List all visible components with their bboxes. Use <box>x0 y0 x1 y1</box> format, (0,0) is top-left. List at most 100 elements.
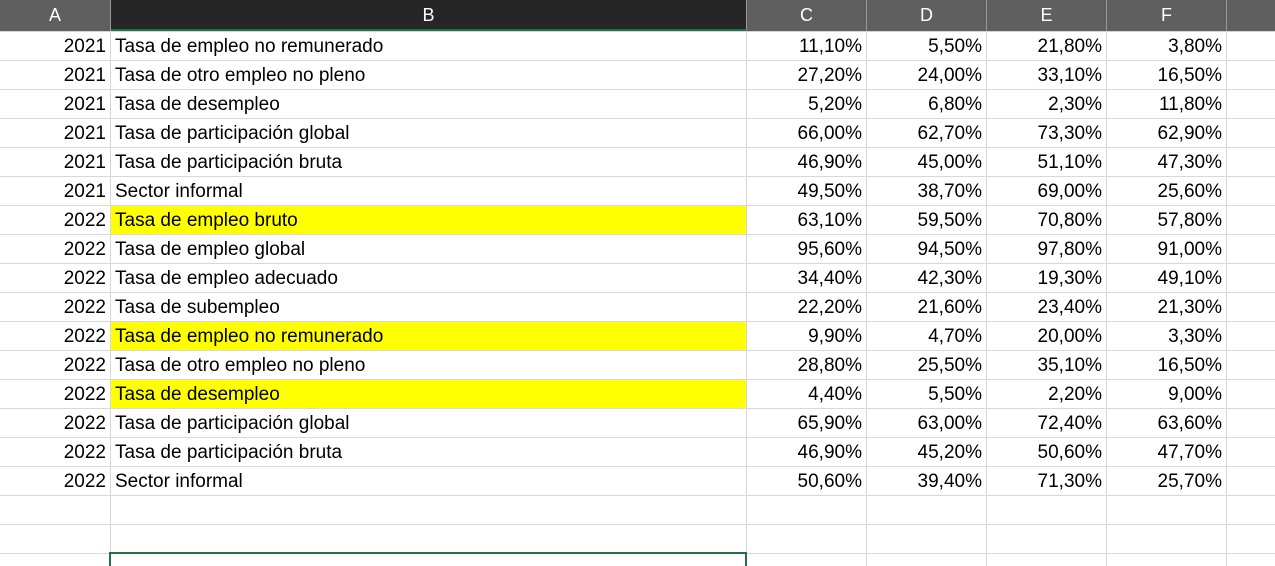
cell-g[interactable] <box>1227 61 1275 89</box>
column-header-f[interactable]: F <box>1107 0 1227 31</box>
cell-c[interactable]: 22,20% <box>747 293 867 321</box>
cell-c[interactable]: 65,90% <box>747 409 867 437</box>
cell-b[interactable]: Tasa de participación bruta <box>111 438 747 466</box>
cell-b[interactable]: Tasa de empleo adecuado <box>111 264 747 292</box>
cell-a[interactable]: 2021 <box>0 177 111 205</box>
cell-f[interactable]: 21,30% <box>1107 293 1227 321</box>
cell-b[interactable]: Tasa de desempleo <box>111 90 747 118</box>
cell-b[interactable]: Tasa de otro empleo no pleno <box>111 61 747 89</box>
cell-b[interactable] <box>111 496 747 524</box>
cell-f[interactable]: 91,00% <box>1107 235 1227 263</box>
cell-a[interactable]: 2022 <box>0 409 111 437</box>
cell-d[interactable]: 45,00% <box>867 148 987 176</box>
cell-e[interactable]: 51,10% <box>987 148 1107 176</box>
cell-a[interactable] <box>0 554 111 566</box>
cell-e[interactable]: 69,00% <box>987 177 1107 205</box>
cell-c[interactable] <box>747 525 867 553</box>
cell-g[interactable] <box>1227 380 1275 408</box>
cell-a[interactable]: 2022 <box>0 264 111 292</box>
cell-d[interactable]: 38,70% <box>867 177 987 205</box>
cell-g[interactable] <box>1227 409 1275 437</box>
cell-g[interactable] <box>1227 554 1275 566</box>
cell-c[interactable]: 28,80% <box>747 351 867 379</box>
cell-d[interactable]: 42,30% <box>867 264 987 292</box>
column-header-b[interactable]: B <box>111 0 747 31</box>
cell-f[interactable]: 57,80% <box>1107 206 1227 234</box>
cell-e[interactable]: 35,10% <box>987 351 1107 379</box>
cell-g[interactable] <box>1227 177 1275 205</box>
cell-a[interactable]: 2022 <box>0 467 111 495</box>
cell-g[interactable] <box>1227 235 1275 263</box>
cell-b[interactable]: Sector informal <box>111 467 747 495</box>
cell-a[interactable]: 2021 <box>0 119 111 147</box>
cell-b[interactable] <box>111 554 747 566</box>
cell-f[interactable]: 47,30% <box>1107 148 1227 176</box>
cell-e[interactable]: 72,40% <box>987 409 1107 437</box>
cell-f[interactable]: 63,60% <box>1107 409 1227 437</box>
cell-d[interactable]: 25,50% <box>867 351 987 379</box>
cell-e[interactable]: 23,40% <box>987 293 1107 321</box>
column-header-g[interactable] <box>1227 0 1275 31</box>
cell-g[interactable] <box>1227 467 1275 495</box>
cell-d[interactable]: 94,50% <box>867 235 987 263</box>
cell-d[interactable] <box>867 554 987 566</box>
column-header-a[interactable]: A <box>0 0 111 31</box>
cell-d[interactable]: 21,60% <box>867 293 987 321</box>
cell-a[interactable]: 2021 <box>0 32 111 60</box>
cell-c[interactable]: 49,50% <box>747 177 867 205</box>
cell-g[interactable] <box>1227 293 1275 321</box>
cell-e[interactable]: 21,80% <box>987 32 1107 60</box>
cell-b[interactable]: Tasa de empleo no remunerado <box>111 32 747 60</box>
cell-g[interactable] <box>1227 351 1275 379</box>
column-header-c[interactable]: C <box>747 0 867 31</box>
cell-d[interactable]: 4,70% <box>867 322 987 350</box>
cell-f[interactable]: 49,10% <box>1107 264 1227 292</box>
cell-f[interactable]: 16,50% <box>1107 351 1227 379</box>
cell-e[interactable] <box>987 525 1107 553</box>
cell-e[interactable]: 70,80% <box>987 206 1107 234</box>
cell-e[interactable]: 2,30% <box>987 90 1107 118</box>
cell-b[interactable]: Sector informal <box>111 177 747 205</box>
cell-c[interactable]: 95,60% <box>747 235 867 263</box>
cell-d[interactable]: 6,80% <box>867 90 987 118</box>
cell-g[interactable] <box>1227 496 1275 524</box>
cell-a[interactable] <box>0 525 111 553</box>
cell-d[interactable]: 5,50% <box>867 380 987 408</box>
cell-b[interactable]: Tasa de empleo no remunerado <box>111 322 747 350</box>
cell-d[interactable]: 24,00% <box>867 61 987 89</box>
cell-c[interactable]: 11,10% <box>747 32 867 60</box>
cell-g[interactable] <box>1227 322 1275 350</box>
cell-d[interactable]: 62,70% <box>867 119 987 147</box>
cell-f[interactable]: 47,70% <box>1107 438 1227 466</box>
cell-d[interactable] <box>867 496 987 524</box>
column-header-d[interactable]: D <box>867 0 987 31</box>
cell-e[interactable] <box>987 496 1107 524</box>
cell-f[interactable]: 62,90% <box>1107 119 1227 147</box>
cell-c[interactable] <box>747 554 867 566</box>
cell-f[interactable]: 25,70% <box>1107 467 1227 495</box>
cell-f[interactable]: 9,00% <box>1107 380 1227 408</box>
cell-c[interactable]: 27,20% <box>747 61 867 89</box>
cell-b[interactable]: Tasa de participación bruta <box>111 148 747 176</box>
cell-d[interactable]: 5,50% <box>867 32 987 60</box>
cell-e[interactable]: 71,30% <box>987 467 1107 495</box>
cell-e[interactable]: 2,20% <box>987 380 1107 408</box>
cell-b[interactable]: Tasa de participación global <box>111 119 747 147</box>
cell-a[interactable]: 2022 <box>0 206 111 234</box>
cell-g[interactable] <box>1227 90 1275 118</box>
cell-b[interactable]: Tasa de empleo global <box>111 235 747 263</box>
cell-a[interactable]: 2021 <box>0 90 111 118</box>
cell-c[interactable]: 9,90% <box>747 322 867 350</box>
cell-d[interactable]: 59,50% <box>867 206 987 234</box>
cell-d[interactable]: 39,40% <box>867 467 987 495</box>
cell-c[interactable]: 46,90% <box>747 438 867 466</box>
cell-g[interactable] <box>1227 32 1275 60</box>
cell-f[interactable]: 25,60% <box>1107 177 1227 205</box>
cell-f[interactable] <box>1107 554 1227 566</box>
cell-e[interactable]: 73,30% <box>987 119 1107 147</box>
cell-f[interactable] <box>1107 525 1227 553</box>
cell-a[interactable]: 2022 <box>0 351 111 379</box>
cell-g[interactable] <box>1227 438 1275 466</box>
cell-g[interactable] <box>1227 206 1275 234</box>
cell-b[interactable]: Tasa de subempleo <box>111 293 747 321</box>
